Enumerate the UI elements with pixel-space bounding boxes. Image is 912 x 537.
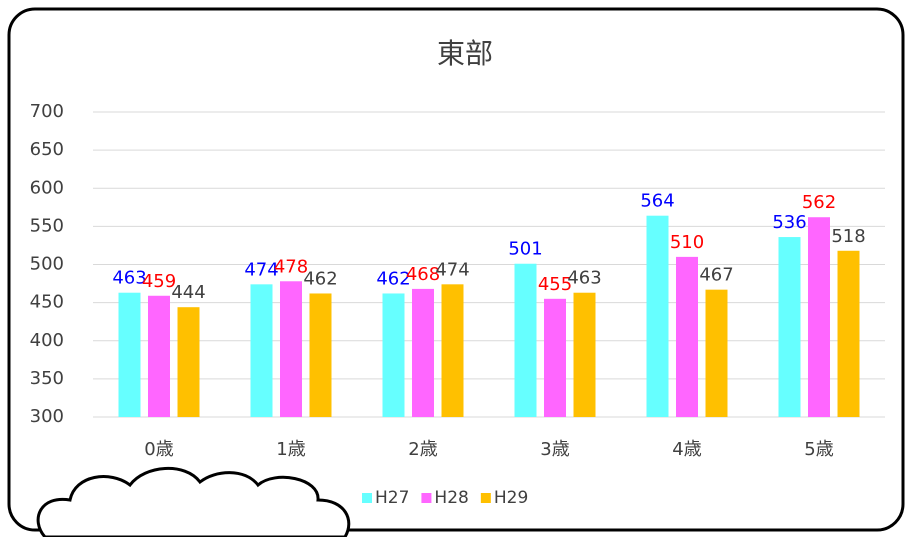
data-label: 518: [831, 226, 865, 247]
data-label: 501: [508, 239, 542, 260]
bar: [280, 281, 302, 417]
legend-label: H27: [375, 488, 409, 508]
bar: [148, 296, 170, 417]
data-label: 467: [699, 265, 733, 286]
legend-label: H29: [494, 488, 528, 508]
bar: [515, 264, 537, 417]
legend-swatch: [421, 493, 431, 503]
bar: [706, 290, 728, 417]
data-label: 463: [567, 268, 601, 289]
chart-title: 東部: [437, 37, 493, 70]
x-tick-label: 5歳: [804, 439, 833, 460]
y-tick-label: 650: [30, 139, 64, 160]
y-tick-label: 350: [30, 368, 64, 389]
y-tick-label: 600: [30, 177, 64, 198]
bar: [779, 237, 801, 417]
x-tick-label: 1歳: [276, 439, 305, 460]
x-tick-label: 4歳: [672, 439, 701, 460]
y-tick-label: 400: [30, 330, 64, 351]
data-label: 510: [670, 232, 704, 253]
y-tick-label: 700: [30, 101, 64, 122]
bar: [676, 257, 698, 417]
bar: [251, 284, 273, 417]
x-tick-label: 0歳: [144, 439, 173, 460]
bar: [178, 307, 200, 417]
bar: [310, 293, 332, 417]
chart: 東部 3003504004505005506006507000歳46345944…: [0, 0, 912, 537]
data-label: 564: [640, 191, 674, 212]
legend-swatch: [481, 493, 491, 503]
bar: [574, 293, 596, 417]
y-tick-label: 300: [30, 406, 64, 427]
y-tick-label: 500: [30, 254, 64, 275]
legend-swatch: [362, 493, 372, 503]
y-tick-label: 450: [30, 292, 64, 313]
bar: [412, 289, 434, 417]
data-label: 474: [435, 259, 469, 280]
bar: [544, 299, 566, 417]
data-label: 462: [303, 268, 337, 289]
legend-label: H28: [434, 488, 468, 508]
bar: [383, 293, 405, 417]
y-tick-label: 550: [30, 215, 64, 236]
data-label: 536: [772, 212, 806, 233]
data-label: 562: [802, 192, 836, 213]
bar: [647, 216, 669, 417]
bar: [808, 217, 830, 417]
bar: [838, 251, 860, 417]
x-tick-label: 2歳: [408, 439, 437, 460]
bar: [442, 284, 464, 417]
bar: [119, 293, 141, 417]
x-tick-label: 3歳: [540, 439, 569, 460]
data-label: 444: [171, 282, 205, 303]
